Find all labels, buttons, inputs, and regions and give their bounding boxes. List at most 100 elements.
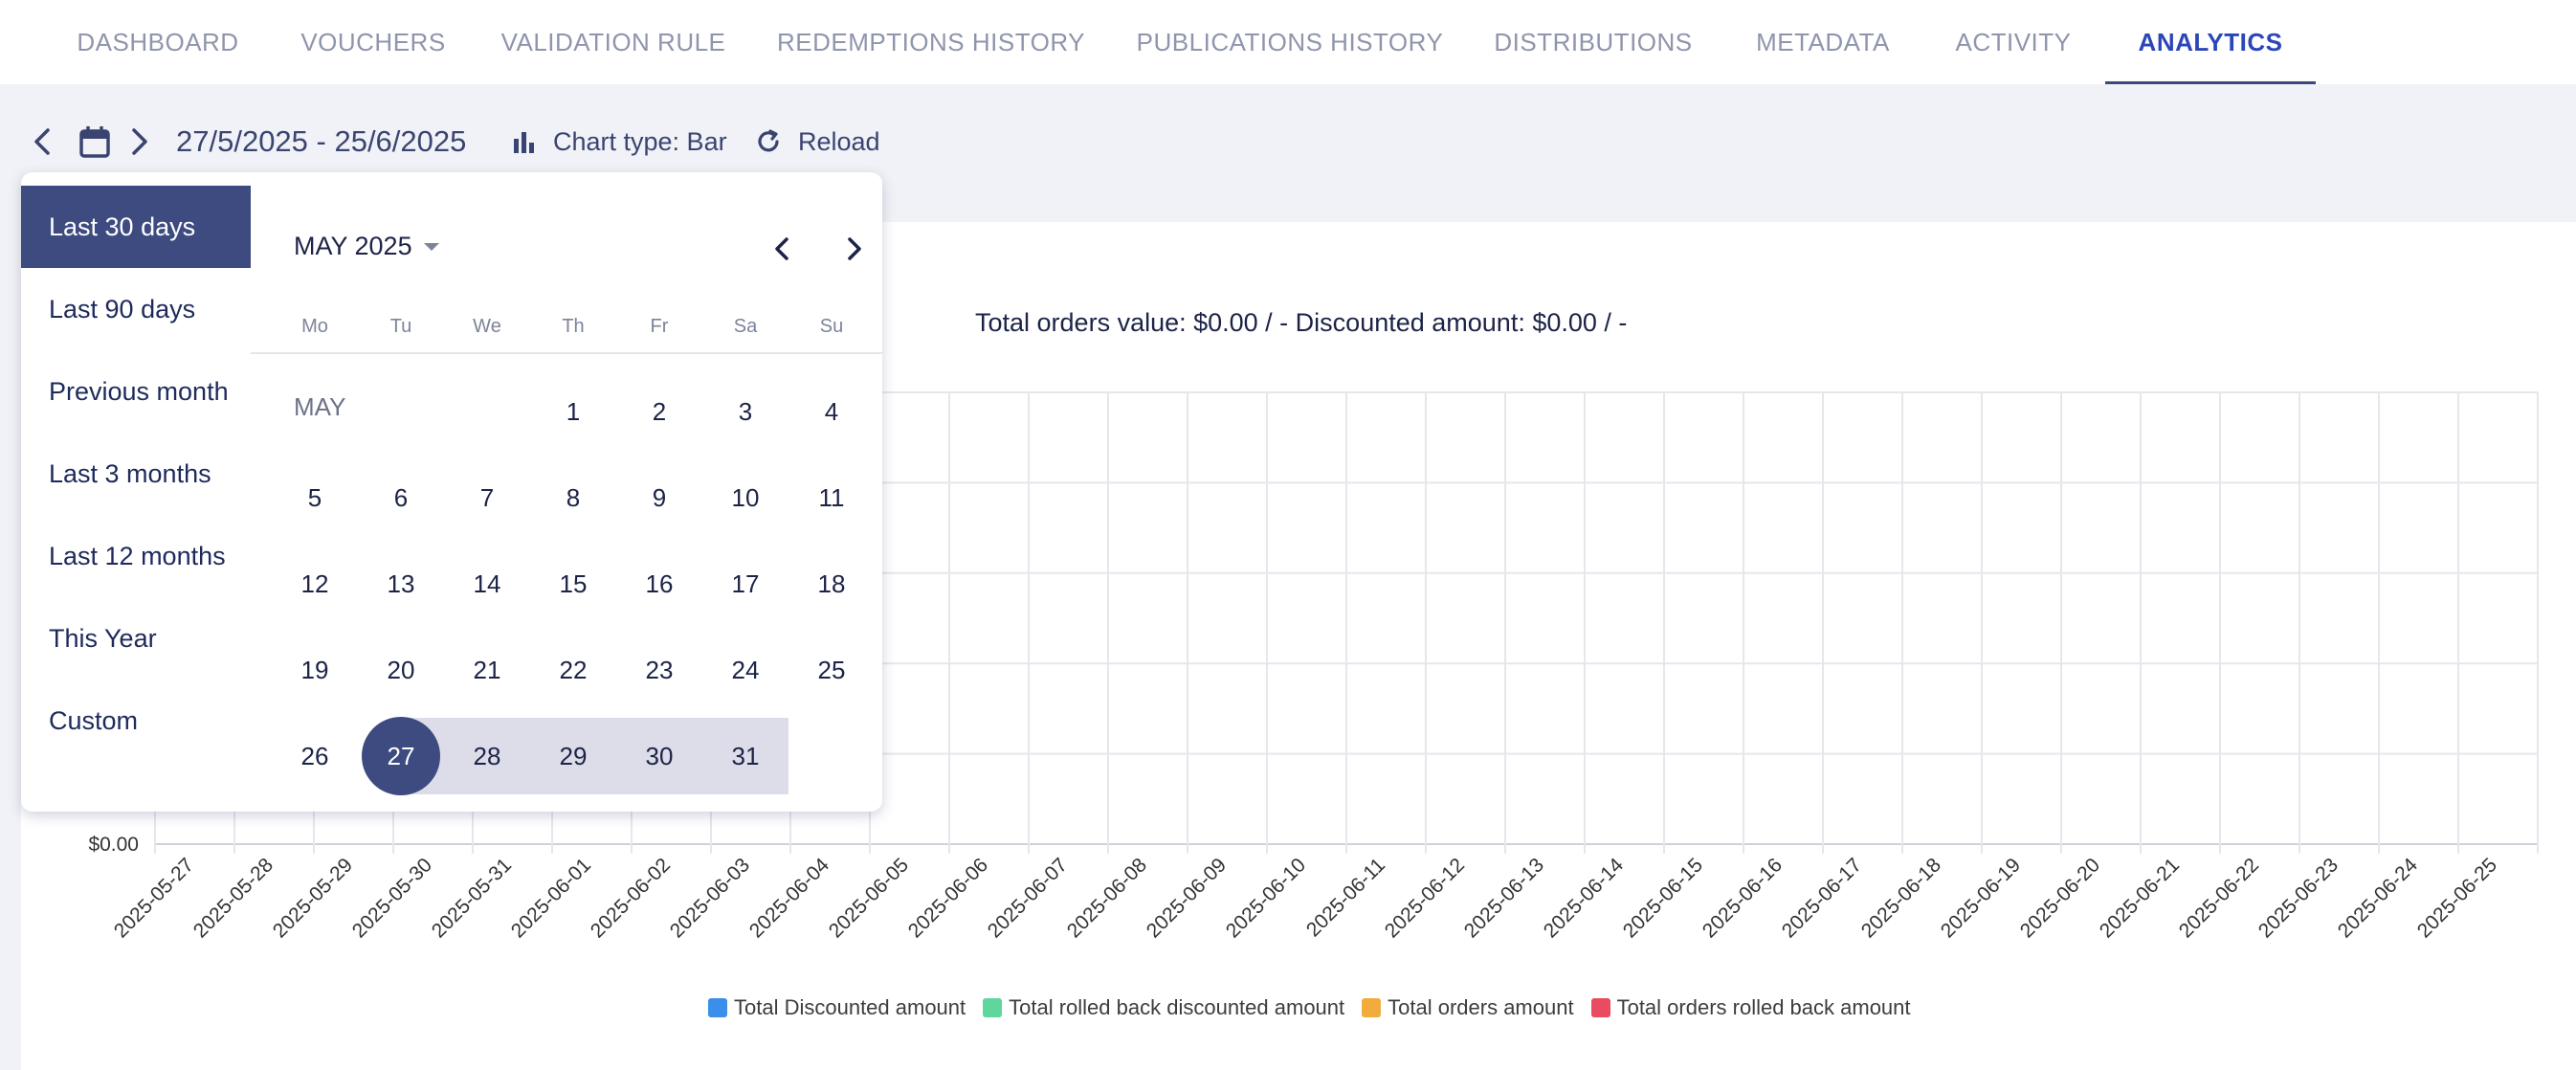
calendar-day-label: 5: [307, 482, 322, 512]
calendar-day[interactable]: 18: [788, 546, 875, 622]
calendar-day[interactable]: 10: [702, 459, 788, 536]
calendar-day-label: 23: [645, 655, 674, 684]
x-tick-label: 2025-06-13: [1460, 854, 1548, 942]
prev-range-button[interactable]: [29, 123, 56, 161]
weekday-divider: [251, 352, 882, 354]
calendar-day[interactable]: 2: [616, 373, 702, 450]
calendar-day[interactable]: 31: [702, 718, 788, 794]
calendar-day[interactable]: 26: [272, 718, 358, 794]
calendar-button[interactable]: [78, 123, 111, 161]
calendar-day[interactable]: 6: [358, 459, 444, 536]
prev-month-button[interactable]: [764, 230, 802, 268]
calendar-day[interactable]: 11: [788, 459, 875, 536]
preset-last-90-days[interactable]: Last 90 days: [49, 294, 196, 323]
weekday-mo: Mo: [301, 316, 328, 337]
calendar-day[interactable]: 19: [272, 632, 358, 708]
legend-item[interactable]: Total Discounted amount: [708, 995, 966, 1020]
calendar-day[interactable]: 24: [702, 632, 788, 708]
tab-distributions[interactable]: DISTRIBUTIONS: [1494, 27, 1693, 56]
calendar-day[interactable]: 7: [444, 459, 530, 536]
calendar-day[interactable]: 3: [702, 373, 788, 450]
date-range-display[interactable]: 27/5/2025 - 25/6/2025: [176, 124, 467, 158]
calendar-day-label: 15: [559, 568, 588, 598]
month-select-label: MAY 2025: [294, 232, 412, 260]
calendar-day-label: 25: [817, 655, 846, 684]
calendar-day-label: 19: [300, 655, 329, 684]
next-month-button[interactable]: [834, 230, 873, 268]
preset-this-year[interactable]: This Year: [49, 623, 157, 653]
calendar-day-label: 31: [731, 741, 760, 770]
calendar-day[interactable]: 21: [444, 632, 530, 708]
weekday-th: Th: [562, 316, 585, 337]
calendar-day[interactable]: 28: [444, 718, 530, 794]
preset-list: Last 30 days Last 90 days Previous month La…: [21, 186, 251, 762]
x-tick-label: 2025-05-28: [189, 854, 278, 942]
tab-redemptions-history[interactable]: REDEMPTIONS HISTORY: [776, 27, 1086, 56]
tab-analytics[interactable]: ANALYTICS: [2105, 0, 2316, 84]
calendar-day[interactable]: 22: [530, 632, 616, 708]
calendar-day[interactable]: 29: [530, 718, 616, 794]
calendar-day[interactable]: 14: [444, 546, 530, 622]
tab-metadata[interactable]: METADATA: [1756, 27, 1890, 56]
calendar-day[interactable]: 27: [358, 717, 444, 795]
x-tick-label: 2025-05-29: [269, 854, 357, 942]
calendar-day[interactable]: 23: [616, 632, 702, 708]
x-tick-label: 2025-06-16: [1699, 854, 1787, 942]
legend-item[interactable]: Total orders amount: [1362, 995, 1574, 1020]
weekday-fr: Fr: [650, 316, 669, 337]
calendar-day-label: 26: [300, 741, 329, 770]
calendar-day[interactable]: 25: [788, 632, 875, 708]
calendar-day-label: 20: [387, 655, 415, 684]
chevron-right-icon: [848, 237, 861, 260]
preset-last-3-months[interactable]: Last 3 months: [49, 458, 211, 488]
legend-swatch: [983, 998, 1003, 1017]
calendar-day[interactable]: 5: [272, 459, 358, 536]
calendar-day-label: 30: [645, 741, 674, 770]
preset-previous-month[interactable]: Previous month: [49, 376, 229, 406]
month-select[interactable]: MAY 2025: [294, 232, 441, 261]
tab-publications-history[interactable]: PUBLICATIONS HISTORY: [1136, 27, 1444, 56]
x-tick-label: 2025-06-17: [1778, 854, 1866, 942]
calendar-day[interactable]: 17: [702, 546, 788, 622]
preset-last-30-days[interactable]: Last 30 days: [21, 186, 251, 268]
next-range-button[interactable]: [126, 123, 153, 161]
calendar-day[interactable]: 30: [616, 718, 702, 794]
calendar-day-label: 2: [652, 396, 667, 426]
x-tick-label: 2025-06-23: [2254, 854, 2343, 942]
reload-button[interactable]: Reload: [754, 123, 880, 161]
x-tick-label: 2025-06-04: [745, 854, 833, 942]
calendar-day[interactable]: 12: [272, 546, 358, 622]
weekday-sa: Sa: [733, 316, 758, 337]
calendar-day[interactable]: 4: [788, 373, 875, 450]
calendar-day[interactable]: 9: [616, 459, 702, 536]
preset-custom[interactable]: Custom: [49, 705, 139, 735]
x-tick-label: 2025-06-10: [1222, 854, 1310, 942]
x-tick-label: 2025-06-19: [1937, 854, 2025, 942]
legend-item[interactable]: Total orders rolled back amount: [1590, 995, 1911, 1020]
calendar-day-label: 10: [731, 482, 760, 512]
x-tick-label: 2025-06-03: [666, 854, 754, 942]
x-tick-label: 2025-06-09: [1143, 854, 1231, 942]
tab-vouchers[interactable]: VOUCHERS: [300, 27, 446, 56]
calendar-day[interactable]: 13: [358, 546, 444, 622]
chart-summary: Total orders value: $0.00 / - Discounted…: [975, 308, 1628, 337]
chevron-left-icon: [34, 128, 50, 155]
legend-swatch: [708, 998, 727, 1017]
legend-swatch: [1362, 998, 1382, 1017]
calendar-day[interactable]: 1: [530, 373, 616, 450]
calendar-day[interactable]: 8: [530, 459, 616, 536]
calendar-day-label: 7: [479, 482, 495, 512]
calendar-day[interactable]: 16: [616, 546, 702, 622]
tab-dashboard[interactable]: DASHBOARD: [77, 27, 239, 56]
tab-validation-rule[interactable]: VALIDATION RULE: [500, 27, 726, 56]
calendar-day[interactable]: 20: [358, 632, 444, 708]
chart-type-label: Chart type: Bar: [553, 126, 727, 156]
calendar-day-label: 16: [645, 568, 674, 598]
legend-item[interactable]: Total rolled back discounted amount: [983, 995, 1344, 1020]
calendar-day[interactable]: 15: [530, 546, 616, 622]
tab-activity[interactable]: ACTIVITY: [1955, 27, 2072, 56]
x-tick-label: 2025-06-20: [2016, 854, 2104, 942]
chart-type-button[interactable]: Chart type: Bar: [511, 123, 727, 161]
preset-last-12-months[interactable]: Last 12 months: [49, 541, 226, 570]
x-tick-label: 2025-06-12: [1381, 854, 1469, 942]
